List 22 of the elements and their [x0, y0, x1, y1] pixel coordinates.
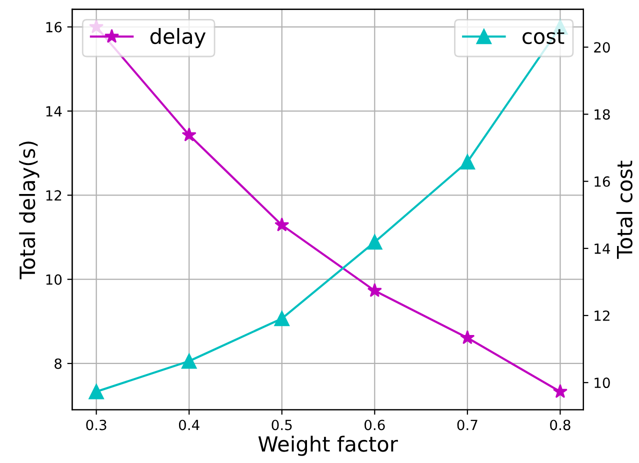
- x-tick-label: 0.4: [178, 420, 200, 430]
- x-tick-label: 0.5: [272, 420, 292, 430]
- y-tick-label: 10: [46, 274, 62, 285]
- y-tick-label: 8: [54, 358, 62, 369]
- y-tick-label: 12: [46, 190, 62, 200]
- x-tick-label: 0.3: [86, 420, 106, 430]
- y-tick-label: 16: [46, 22, 62, 32]
- y-tick-label: 14: [46, 106, 62, 116]
- x-tick-label: 0.7: [457, 420, 478, 430]
- y-axis-title: Total delay(s): [19, 142, 40, 280]
- x-tick-label: 0.8: [550, 420, 570, 430]
- legend-label: delay: [150, 28, 206, 48]
- y2-axis-title: Total cost: [616, 160, 632, 259]
- y2-tick-label: 20: [594, 42, 610, 53]
- legend-label: cost: [522, 29, 564, 44]
- x-axis-title: Weight factor: [258, 436, 398, 456]
- x-tick-label: 0.6: [364, 420, 385, 430]
- y2-tick-label: 10: [594, 378, 610, 388]
- y2-tick-label: 12: [594, 310, 610, 321]
- y2-tick-label: 18: [594, 109, 610, 120]
- y2-tick-label: 14: [594, 244, 610, 254]
- y2-tick-label: 16: [594, 176, 610, 187]
